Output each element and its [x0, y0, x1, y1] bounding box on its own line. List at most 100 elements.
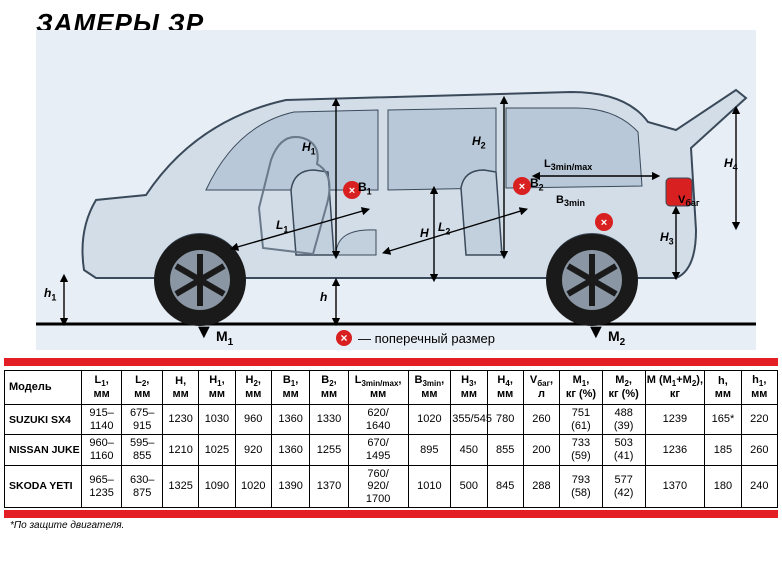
- data-cell: 895: [408, 435, 451, 465]
- data-cell: 1360: [271, 405, 309, 435]
- data-cell: 503(41): [602, 435, 645, 465]
- data-cell: 1236: [645, 435, 705, 465]
- table-row: SKODA YETI965–1235630–875132510901020139…: [5, 465, 778, 508]
- data-cell: 500: [451, 465, 487, 508]
- red-bar-top: [4, 358, 778, 366]
- data-cell: 1020: [408, 405, 451, 435]
- arrow-m1: ▼: [194, 321, 214, 344]
- label-m1: M1: [216, 328, 233, 348]
- legend: × — поперечный размер: [336, 330, 495, 346]
- arrow-m2: ▼: [586, 321, 606, 344]
- data-cell: 920: [235, 435, 271, 465]
- col-header: H,мм: [162, 371, 198, 405]
- col-header: H4,мм: [487, 371, 523, 405]
- data-cell: 180: [705, 465, 741, 508]
- data-cell: 793(58): [560, 465, 603, 508]
- data-cell: 751(61): [560, 405, 603, 435]
- col-header: M (M1+M2),кг: [645, 371, 705, 405]
- label-h1: H1: [302, 140, 316, 156]
- col-header: H3,мм: [451, 371, 487, 405]
- data-cell: 1255: [310, 435, 348, 465]
- col-header: B3min,мм: [408, 371, 451, 405]
- data-cell: 1020: [235, 465, 271, 508]
- data-cell: 260: [741, 435, 777, 465]
- col-header: M1,кг (%): [560, 371, 603, 405]
- label-b1: B1: [358, 180, 372, 196]
- label-m2: M2: [608, 328, 625, 348]
- red-bar-bottom: [4, 510, 778, 518]
- data-cell: 670/1495: [348, 435, 408, 465]
- data-cell: 488(39): [602, 405, 645, 435]
- data-cell: 915–1140: [81, 405, 122, 435]
- label-h1clr: h1: [44, 286, 56, 302]
- data-cell: 595–855: [122, 435, 163, 465]
- data-cell: 165*: [705, 405, 741, 435]
- svg-text:×: ×: [519, 181, 525, 193]
- col-header: Vбаг,л: [523, 371, 559, 405]
- data-cell: 1239: [645, 405, 705, 435]
- label-h3: H3: [660, 230, 674, 246]
- car-diagram: × × × H1 H2 H H3 H4 L1 L2 L3min/max B1 B…: [36, 30, 756, 350]
- col-header: h1,мм: [741, 371, 777, 405]
- data-cell: 965–1235: [81, 465, 122, 508]
- label-l1: L1: [276, 218, 288, 234]
- svg-text:×: ×: [349, 185, 355, 197]
- model-cell: NISSAN JUKE: [5, 435, 82, 465]
- data-cell: 288: [523, 465, 559, 508]
- col-header: h,мм: [705, 371, 741, 405]
- data-cell: 960–1160: [81, 435, 122, 465]
- data-cell: 1325: [162, 465, 198, 508]
- legend-text: — поперечный размер: [358, 331, 495, 346]
- table-header-row: МодельL1,ммL2,ммH,ммH1,ммH2,ммB1,ммB2,мм…: [5, 371, 778, 405]
- data-cell: 1390: [271, 465, 309, 508]
- data-cell: 577(42): [602, 465, 645, 508]
- x-marker-icon: ×: [336, 330, 352, 346]
- data-cell: 1330: [310, 405, 348, 435]
- spec-table: МодельL1,ммL2,ммH,ммH1,ммH2,ммB1,ммB2,мм…: [4, 370, 778, 508]
- col-header: H1,мм: [199, 371, 235, 405]
- data-cell: 1090: [199, 465, 235, 508]
- col-header: L3min/max,мм: [348, 371, 408, 405]
- spec-table-wrap: МодельL1,ммL2,ммH,ммH1,ммH2,ммB1,ммB2,мм…: [4, 370, 778, 531]
- data-cell: 620/1640: [348, 405, 408, 435]
- data-cell: 1010: [408, 465, 451, 508]
- table-row: NISSAN JUKE960–1160595–85512101025920136…: [5, 435, 778, 465]
- col-header: M2,кг (%): [602, 371, 645, 405]
- col-header: H2,мм: [235, 371, 271, 405]
- label-h: H: [420, 226, 429, 240]
- car-svg: × × ×: [36, 30, 756, 350]
- data-cell: 220: [741, 405, 777, 435]
- label-h2: H2: [472, 134, 486, 150]
- col-header: L1,мм: [81, 371, 122, 405]
- data-cell: 450: [451, 435, 487, 465]
- label-hclr: h: [320, 290, 327, 304]
- data-cell: 1370: [310, 465, 348, 508]
- data-cell: 1370: [645, 465, 705, 508]
- col-header: B1,мм: [271, 371, 309, 405]
- label-b3: B3min: [556, 194, 585, 208]
- svg-text:×: ×: [601, 217, 607, 229]
- data-cell: 1230: [162, 405, 198, 435]
- data-cell: 185: [705, 435, 741, 465]
- data-cell: 630–875: [122, 465, 163, 508]
- data-cell: 1025: [199, 435, 235, 465]
- data-cell: 845: [487, 465, 523, 508]
- data-cell: 675–915: [122, 405, 163, 435]
- data-cell: 355/545: [451, 405, 487, 435]
- model-cell: SUZUKI SX4: [5, 405, 82, 435]
- data-cell: 780: [487, 405, 523, 435]
- col-header: Модель: [5, 371, 82, 405]
- col-header: L2,мм: [122, 371, 163, 405]
- data-cell: 1210: [162, 435, 198, 465]
- label-l3: L3min/max: [544, 158, 592, 172]
- table-row: SUZUKI SX4915–1140675–915123010309601360…: [5, 405, 778, 435]
- data-cell: 200: [523, 435, 559, 465]
- data-cell: 760/920/1700: [348, 465, 408, 508]
- label-b2: B2: [530, 176, 544, 192]
- data-cell: 1360: [271, 435, 309, 465]
- col-header: B2,мм: [310, 371, 348, 405]
- label-h4: H4: [724, 156, 738, 172]
- label-vbag: Vбаг: [678, 194, 700, 208]
- data-cell: 855: [487, 435, 523, 465]
- data-cell: 1030: [199, 405, 235, 435]
